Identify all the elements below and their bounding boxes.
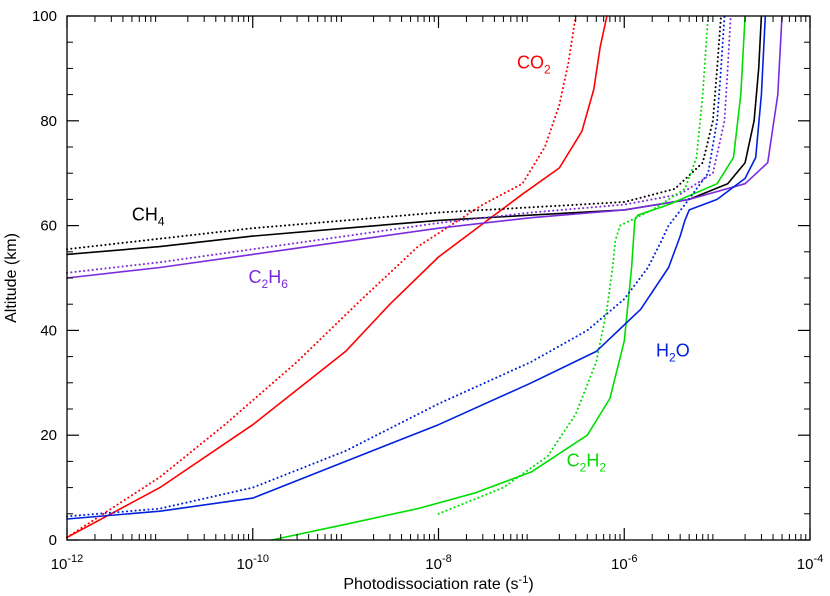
series-line-h2o-solid: [66, 15, 767, 520]
x-tick-label: 10-12: [51, 553, 84, 573]
series-line-c2h2-dotted: [437, 15, 710, 515]
y-axis-title: Altitude (km): [3, 233, 20, 323]
x-tick-label: 10-8: [425, 553, 451, 573]
series-line-c2h6-solid: [66, 15, 783, 279]
x-tick-label: 10-6: [611, 553, 637, 573]
y-tick-label: 40: [40, 322, 57, 339]
x-tick-label: 10-4: [797, 553, 823, 573]
ticks-layer: 10-12 10-10 10-8 10-6 10-4 0 20 40 60 80 100: [32, 8, 823, 573]
y-tick-label: 20: [40, 427, 57, 444]
series-label-ch4: CH4: [132, 204, 165, 228]
series-line-co2-dotted: [66, 15, 577, 539]
series-layer: [66, 15, 783, 541]
series-line-ch4-dotted: [66, 15, 722, 251]
series-label-co2: CO2: [517, 52, 551, 76]
y-tick-label: 80: [40, 113, 57, 130]
series-line-c2h6-dotted: [66, 15, 732, 274]
y-tick-label: 100: [32, 8, 57, 25]
y-tick-label: 60: [40, 218, 57, 235]
series-labels: CH4 C2H6 CO2 H2O C2H2: [132, 52, 690, 474]
x-axis-title: Photodissociation rate (s-1): [343, 574, 533, 593]
series-label-c2h6: C2H6: [249, 267, 289, 291]
series-label-h2o: H2O: [656, 341, 690, 365]
series-line-c2h2-solid: [270, 15, 746, 541]
y-tick-label: 0: [49, 532, 57, 549]
series-line-co2-solid: [66, 15, 608, 539]
series-line-ch4-solid: [66, 15, 763, 256]
series-label-c2h2: C2H2: [567, 451, 607, 475]
plot-frame: [66, 15, 811, 541]
x-tick-label: 10-10: [236, 553, 269, 573]
